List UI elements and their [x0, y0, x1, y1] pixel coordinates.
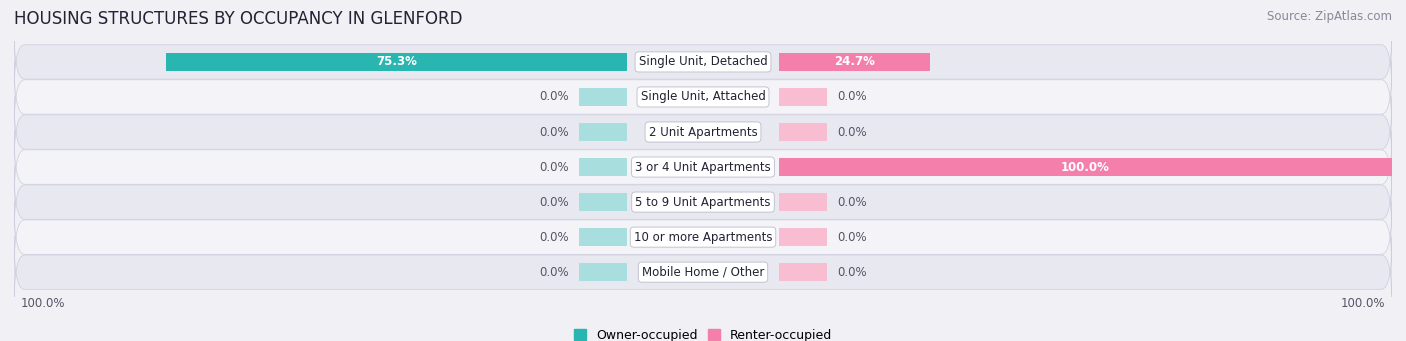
Text: 0.0%: 0.0%	[838, 266, 868, 279]
Bar	[779, 193, 827, 211]
Text: 10 or more Apartments: 10 or more Apartments	[634, 231, 772, 243]
Text: Mobile Home / Other: Mobile Home / Other	[641, 266, 765, 279]
Text: 5 to 9 Unit Apartments: 5 to 9 Unit Apartments	[636, 196, 770, 209]
Text: 0.0%: 0.0%	[838, 90, 868, 103]
Text: 0.0%: 0.0%	[538, 90, 568, 103]
Text: 3 or 4 Unit Apartments: 3 or 4 Unit Apartments	[636, 161, 770, 174]
Bar	[779, 53, 931, 71]
Text: 100.0%: 100.0%	[21, 297, 66, 310]
Text: 2 Unit Apartments: 2 Unit Apartments	[648, 125, 758, 138]
Bar	[779, 263, 827, 281]
Legend: Owner-occupied, Renter-occupied: Owner-occupied, Renter-occupied	[568, 324, 838, 341]
Text: HOUSING STRUCTURES BY OCCUPANCY IN GLENFORD: HOUSING STRUCTURES BY OCCUPANCY IN GLENF…	[14, 10, 463, 28]
Text: 0.0%: 0.0%	[838, 231, 868, 243]
Text: Single Unit, Attached: Single Unit, Attached	[641, 90, 765, 103]
Text: 0.0%: 0.0%	[538, 161, 568, 174]
Text: 100.0%: 100.0%	[1062, 161, 1109, 174]
Bar	[779, 88, 827, 106]
Text: 0.0%: 0.0%	[538, 266, 568, 279]
Bar	[579, 263, 627, 281]
Bar	[779, 123, 827, 141]
Text: Source: ZipAtlas.com: Source: ZipAtlas.com	[1267, 10, 1392, 23]
Text: 100.0%: 100.0%	[1340, 297, 1385, 310]
Text: Single Unit, Detached: Single Unit, Detached	[638, 56, 768, 69]
Bar	[579, 88, 627, 106]
Bar	[579, 228, 627, 246]
FancyBboxPatch shape	[14, 62, 1392, 132]
FancyBboxPatch shape	[14, 237, 1392, 308]
Bar	[779, 158, 1392, 176]
Bar	[579, 123, 627, 141]
Text: 0.0%: 0.0%	[838, 196, 868, 209]
Bar	[166, 53, 627, 71]
Bar	[779, 228, 827, 246]
Text: 24.7%: 24.7%	[834, 56, 875, 69]
Text: 0.0%: 0.0%	[538, 125, 568, 138]
Text: 0.0%: 0.0%	[838, 125, 868, 138]
FancyBboxPatch shape	[14, 132, 1392, 203]
FancyBboxPatch shape	[14, 27, 1392, 97]
Text: 75.3%: 75.3%	[375, 56, 416, 69]
FancyBboxPatch shape	[14, 202, 1392, 272]
Bar	[579, 158, 627, 176]
Text: 0.0%: 0.0%	[538, 231, 568, 243]
FancyBboxPatch shape	[14, 97, 1392, 167]
Bar	[579, 193, 627, 211]
Text: 0.0%: 0.0%	[538, 196, 568, 209]
FancyBboxPatch shape	[14, 167, 1392, 237]
